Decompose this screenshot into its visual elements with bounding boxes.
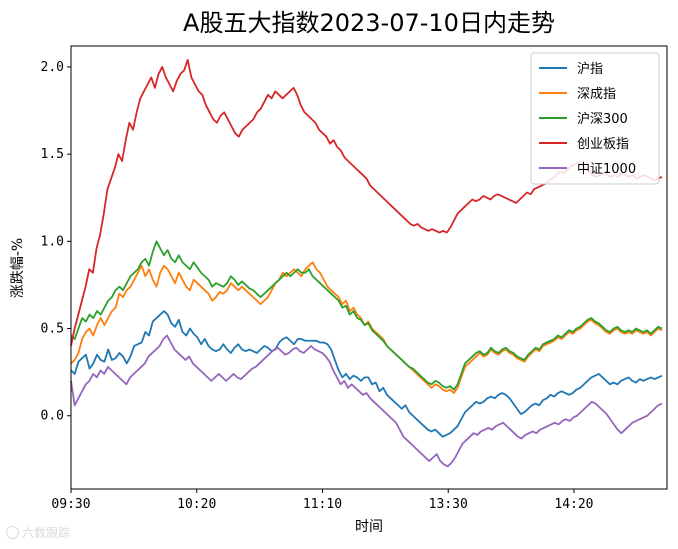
legend-label: 沪指	[577, 61, 603, 77]
legend-label: 沪深300	[577, 111, 628, 127]
y-axis: 0.0 0.5 1.0 1.5 2.0	[41, 60, 71, 424]
plot-frame	[70, 45, 668, 490]
camera-icon	[6, 526, 19, 539]
legend-box	[530, 52, 660, 185]
x-tick-label: 14:20	[554, 497, 593, 512]
x-tick-label: 13:30	[429, 497, 468, 512]
x-axis: 09:30 10:20 11:10 13:30 14:20	[51, 489, 594, 512]
series-line	[70, 334, 663, 468]
y-tick-label: 2.0	[41, 60, 64, 75]
y-tick-label: 0.5	[41, 322, 64, 337]
chart-title: A股五大指数2023-07-10日内走势	[183, 9, 555, 37]
x-tick-label: 10:20	[177, 497, 216, 512]
watermark: 六数跟踪	[6, 524, 70, 541]
series-line	[70, 261, 663, 394]
y-tick-label: 1.5	[41, 147, 64, 162]
x-tick-label: 09:30	[51, 497, 90, 512]
legend-label: 创业板指	[577, 137, 629, 152]
watermark-text: 六数跟踪	[22, 526, 71, 540]
y-tick-label: 0.0	[41, 409, 64, 424]
series-line	[70, 240, 663, 391]
legend-label: 中证1000	[577, 162, 636, 177]
legend-label: 深成指	[577, 87, 616, 102]
x-axis-title: 时间	[355, 519, 383, 535]
y-tick-label: 1.0	[41, 234, 64, 249]
y-axis-title: 涨跌幅-%	[10, 238, 26, 298]
series-line	[70, 310, 663, 438]
x-tick-label: 11:10	[303, 497, 342, 512]
